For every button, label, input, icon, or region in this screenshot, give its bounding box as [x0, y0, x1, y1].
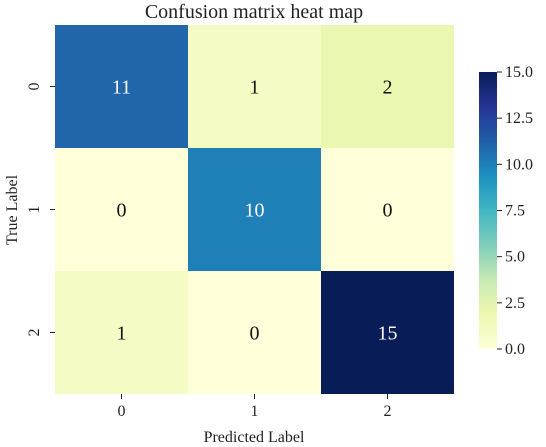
x-tick-label: 2	[384, 403, 392, 420]
heatmap-cell-r2-c1	[188, 271, 321, 394]
colorbar-tick-label: 15.0	[505, 64, 533, 81]
heatmap-cell-r0-c1	[188, 25, 321, 148]
heatmap-cell-r2-c2	[321, 271, 454, 394]
y-tick-label: 2	[26, 329, 43, 337]
y-tick-label: 0	[26, 83, 43, 91]
cell-annotation: 1	[250, 77, 260, 99]
y-axis-ticks: 0 1 2	[26, 83, 55, 337]
colorbar-gradient	[479, 72, 497, 349]
colorbar-ticks: 0.0 2.5 5.0 7.5 10.0 12.5 15.0	[497, 64, 533, 358]
heatmap-cell-r1-c1	[188, 148, 321, 271]
cell-annotation: 1	[117, 323, 127, 345]
colorbar-tick-label: 10.0	[505, 156, 533, 173]
cell-annotation: 11	[112, 77, 131, 99]
heatmap-cell-r1-c2	[321, 148, 454, 271]
colorbar-tick-label: 0.0	[505, 341, 525, 358]
heatmap-cell-r0-c2	[321, 25, 454, 148]
cell-annotation: 15	[378, 323, 398, 345]
x-axis-ticks: 0 1 2	[118, 394, 392, 420]
colorbar-tick-label: 12.5	[505, 110, 533, 127]
cell-annotation: 0	[250, 323, 260, 345]
y-tick-label: 1	[26, 206, 43, 214]
x-axis-label: Predicted Label	[204, 429, 305, 446]
heatmap-cell-r2-c0	[55, 271, 188, 394]
cell-annotation: 0	[383, 200, 393, 222]
colorbar-tick-label: 5.0	[505, 249, 525, 266]
heatmap-cell-r1-c0	[55, 148, 188, 271]
heatmap-cells	[55, 25, 454, 394]
colorbar-tick-label: 7.5	[505, 203, 525, 220]
cell-annotation: 0	[117, 200, 127, 222]
colorbar: 0.0 2.5 5.0 7.5 10.0 12.5 15.0	[479, 64, 533, 358]
y-axis-label: True Label	[4, 174, 21, 245]
x-tick-label: 1	[251, 403, 259, 420]
chart-title: Confusion matrix heat map	[145, 1, 363, 23]
cell-annotation: 10	[245, 200, 265, 222]
colorbar-tick-label: 2.5	[505, 295, 525, 312]
x-tick-label: 0	[118, 403, 126, 420]
heatmap-cell-r0-c0	[55, 25, 188, 148]
heatmap-annotations: 11 1 20 10 01 0 15	[112, 77, 398, 345]
cell-annotation: 2	[383, 77, 393, 99]
